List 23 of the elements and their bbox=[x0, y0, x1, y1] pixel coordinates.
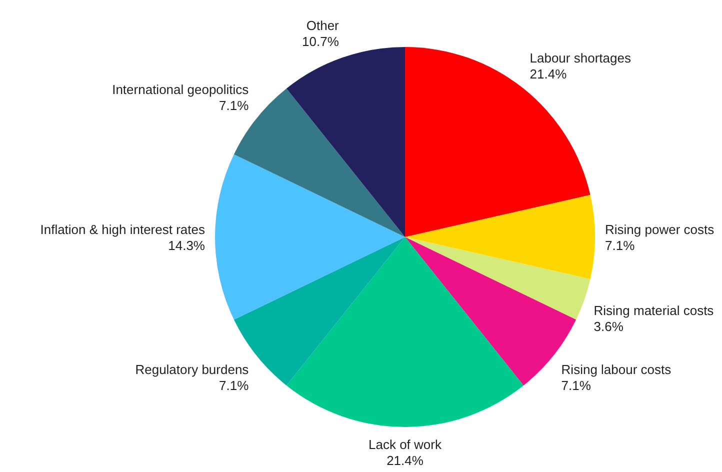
slice-label: Rising material costs bbox=[594, 303, 714, 318]
slice-label: Lack of work bbox=[368, 437, 442, 452]
data-label: 7.1% bbox=[605, 238, 636, 253]
slice-label: Other bbox=[306, 18, 340, 34]
pie-slice bbox=[405, 237, 590, 320]
pie-slice bbox=[286, 47, 405, 237]
data-label: 7.1% bbox=[219, 98, 250, 114]
data-label: 3.6% bbox=[594, 319, 624, 334]
pie-slice bbox=[405, 194, 595, 280]
data-label: 21.4% bbox=[530, 66, 568, 82]
slice-label: Rising power costs bbox=[605, 222, 715, 237]
slice-label: Inflation & high interest rates bbox=[40, 222, 206, 237]
slice-label: Regulatory burdens bbox=[135, 362, 250, 377]
pie-slice bbox=[286, 237, 524, 427]
data-label: 7.1% bbox=[219, 378, 250, 393]
slice-label: Labour shortages bbox=[530, 50, 632, 66]
pie-slice bbox=[215, 154, 405, 320]
slice-label: Rising labour costs bbox=[561, 362, 672, 377]
data-label: 7.1% bbox=[561, 378, 592, 393]
data-label: 21.4% bbox=[386, 453, 424, 468]
slice-label: International geopolitics bbox=[112, 82, 250, 98]
data-label: 10.7% bbox=[302, 34, 340, 50]
data-label: 14.3% bbox=[168, 238, 206, 253]
